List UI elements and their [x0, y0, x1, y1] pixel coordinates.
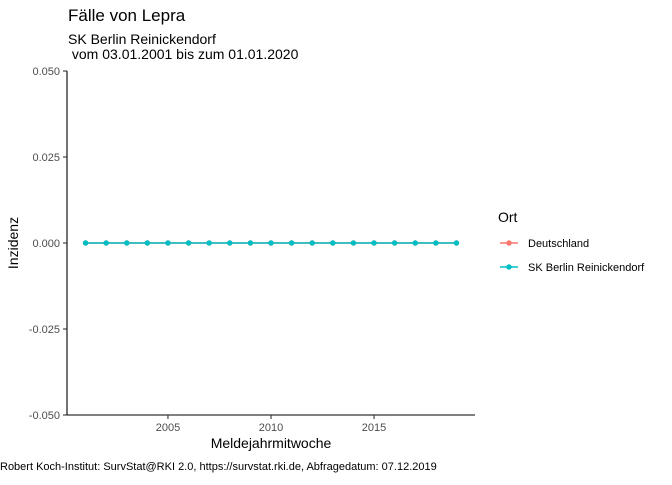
y-tick-label: 0.050: [32, 66, 60, 78]
legend-key-point-deutschland: [506, 240, 512, 246]
data-point-sk-berlin-reinickendorf: [350, 240, 357, 246]
y-tick-label: -0.050: [29, 410, 60, 422]
legend-label-deutschland: Deutschland: [528, 238, 589, 250]
x-axis-label: Meldejahrmitwoche: [211, 435, 332, 451]
chart-caption: Robert Koch-Institut: SurvStat@RKI 2.0, …: [0, 461, 437, 473]
data-point-sk-berlin-reinickendorf: [371, 240, 377, 246]
data-point-sk-berlin-reinickendorf: [268, 240, 274, 246]
x-tick-label: 2010: [259, 422, 283, 434]
legend: Ort Deutschland SK Berlin Reinickendorf: [498, 209, 645, 274]
data-point-sk-berlin-reinickendorf: [185, 240, 192, 246]
legend-key-point-sk-berlin-reinickendorf: [506, 264, 512, 270]
data-point-sk-berlin-reinickendorf: [453, 240, 460, 246]
chart-title: Fälle von Lepra: [68, 6, 186, 25]
data-point-sk-berlin-reinickendorf: [103, 240, 109, 246]
y-tick-label: 0.025: [32, 152, 60, 164]
chart-subtitle-line-2: vom 03.01.2001 bis zum 01.01.2020: [68, 46, 299, 62]
x-tick-label: 2015: [362, 422, 386, 434]
chart-subtitle-line-1: SK Berlin Reinickendorf: [68, 31, 216, 47]
data-point-sk-berlin-reinickendorf: [412, 240, 418, 246]
y-tick-label: -0.025: [29, 324, 60, 336]
y-tick-label: 0.000: [32, 238, 60, 250]
legend-label-sk-berlin-reinickendorf: SK Berlin Reinickendorf: [528, 262, 645, 274]
data-point-sk-berlin-reinickendorf: [144, 240, 151, 246]
data-point-sk-berlin-reinickendorf: [124, 240, 130, 246]
y-axis-label: Inzidenz: [5, 217, 21, 269]
data-point-sk-berlin-reinickendorf: [433, 240, 439, 246]
legend-title: Ort: [498, 209, 518, 225]
data-point-sk-berlin-reinickendorf: [391, 240, 398, 246]
data-point-sk-berlin-reinickendorf: [247, 240, 254, 246]
data-point-sk-berlin-reinickendorf: [288, 240, 295, 246]
data-point-sk-berlin-reinickendorf: [206, 240, 212, 246]
x-tick-label: 2005: [156, 422, 180, 434]
data-point-sk-berlin-reinickendorf: [309, 240, 315, 246]
data-point-sk-berlin-reinickendorf: [165, 240, 171, 246]
data-point-sk-berlin-reinickendorf: [330, 240, 336, 246]
data-point-sk-berlin-reinickendorf: [82, 240, 89, 246]
data-point-sk-berlin-reinickendorf: [227, 240, 233, 246]
plot-area: -0.050 -0.025 0.000 0.025 0.050 2005 2010 2015: [29, 66, 475, 434]
